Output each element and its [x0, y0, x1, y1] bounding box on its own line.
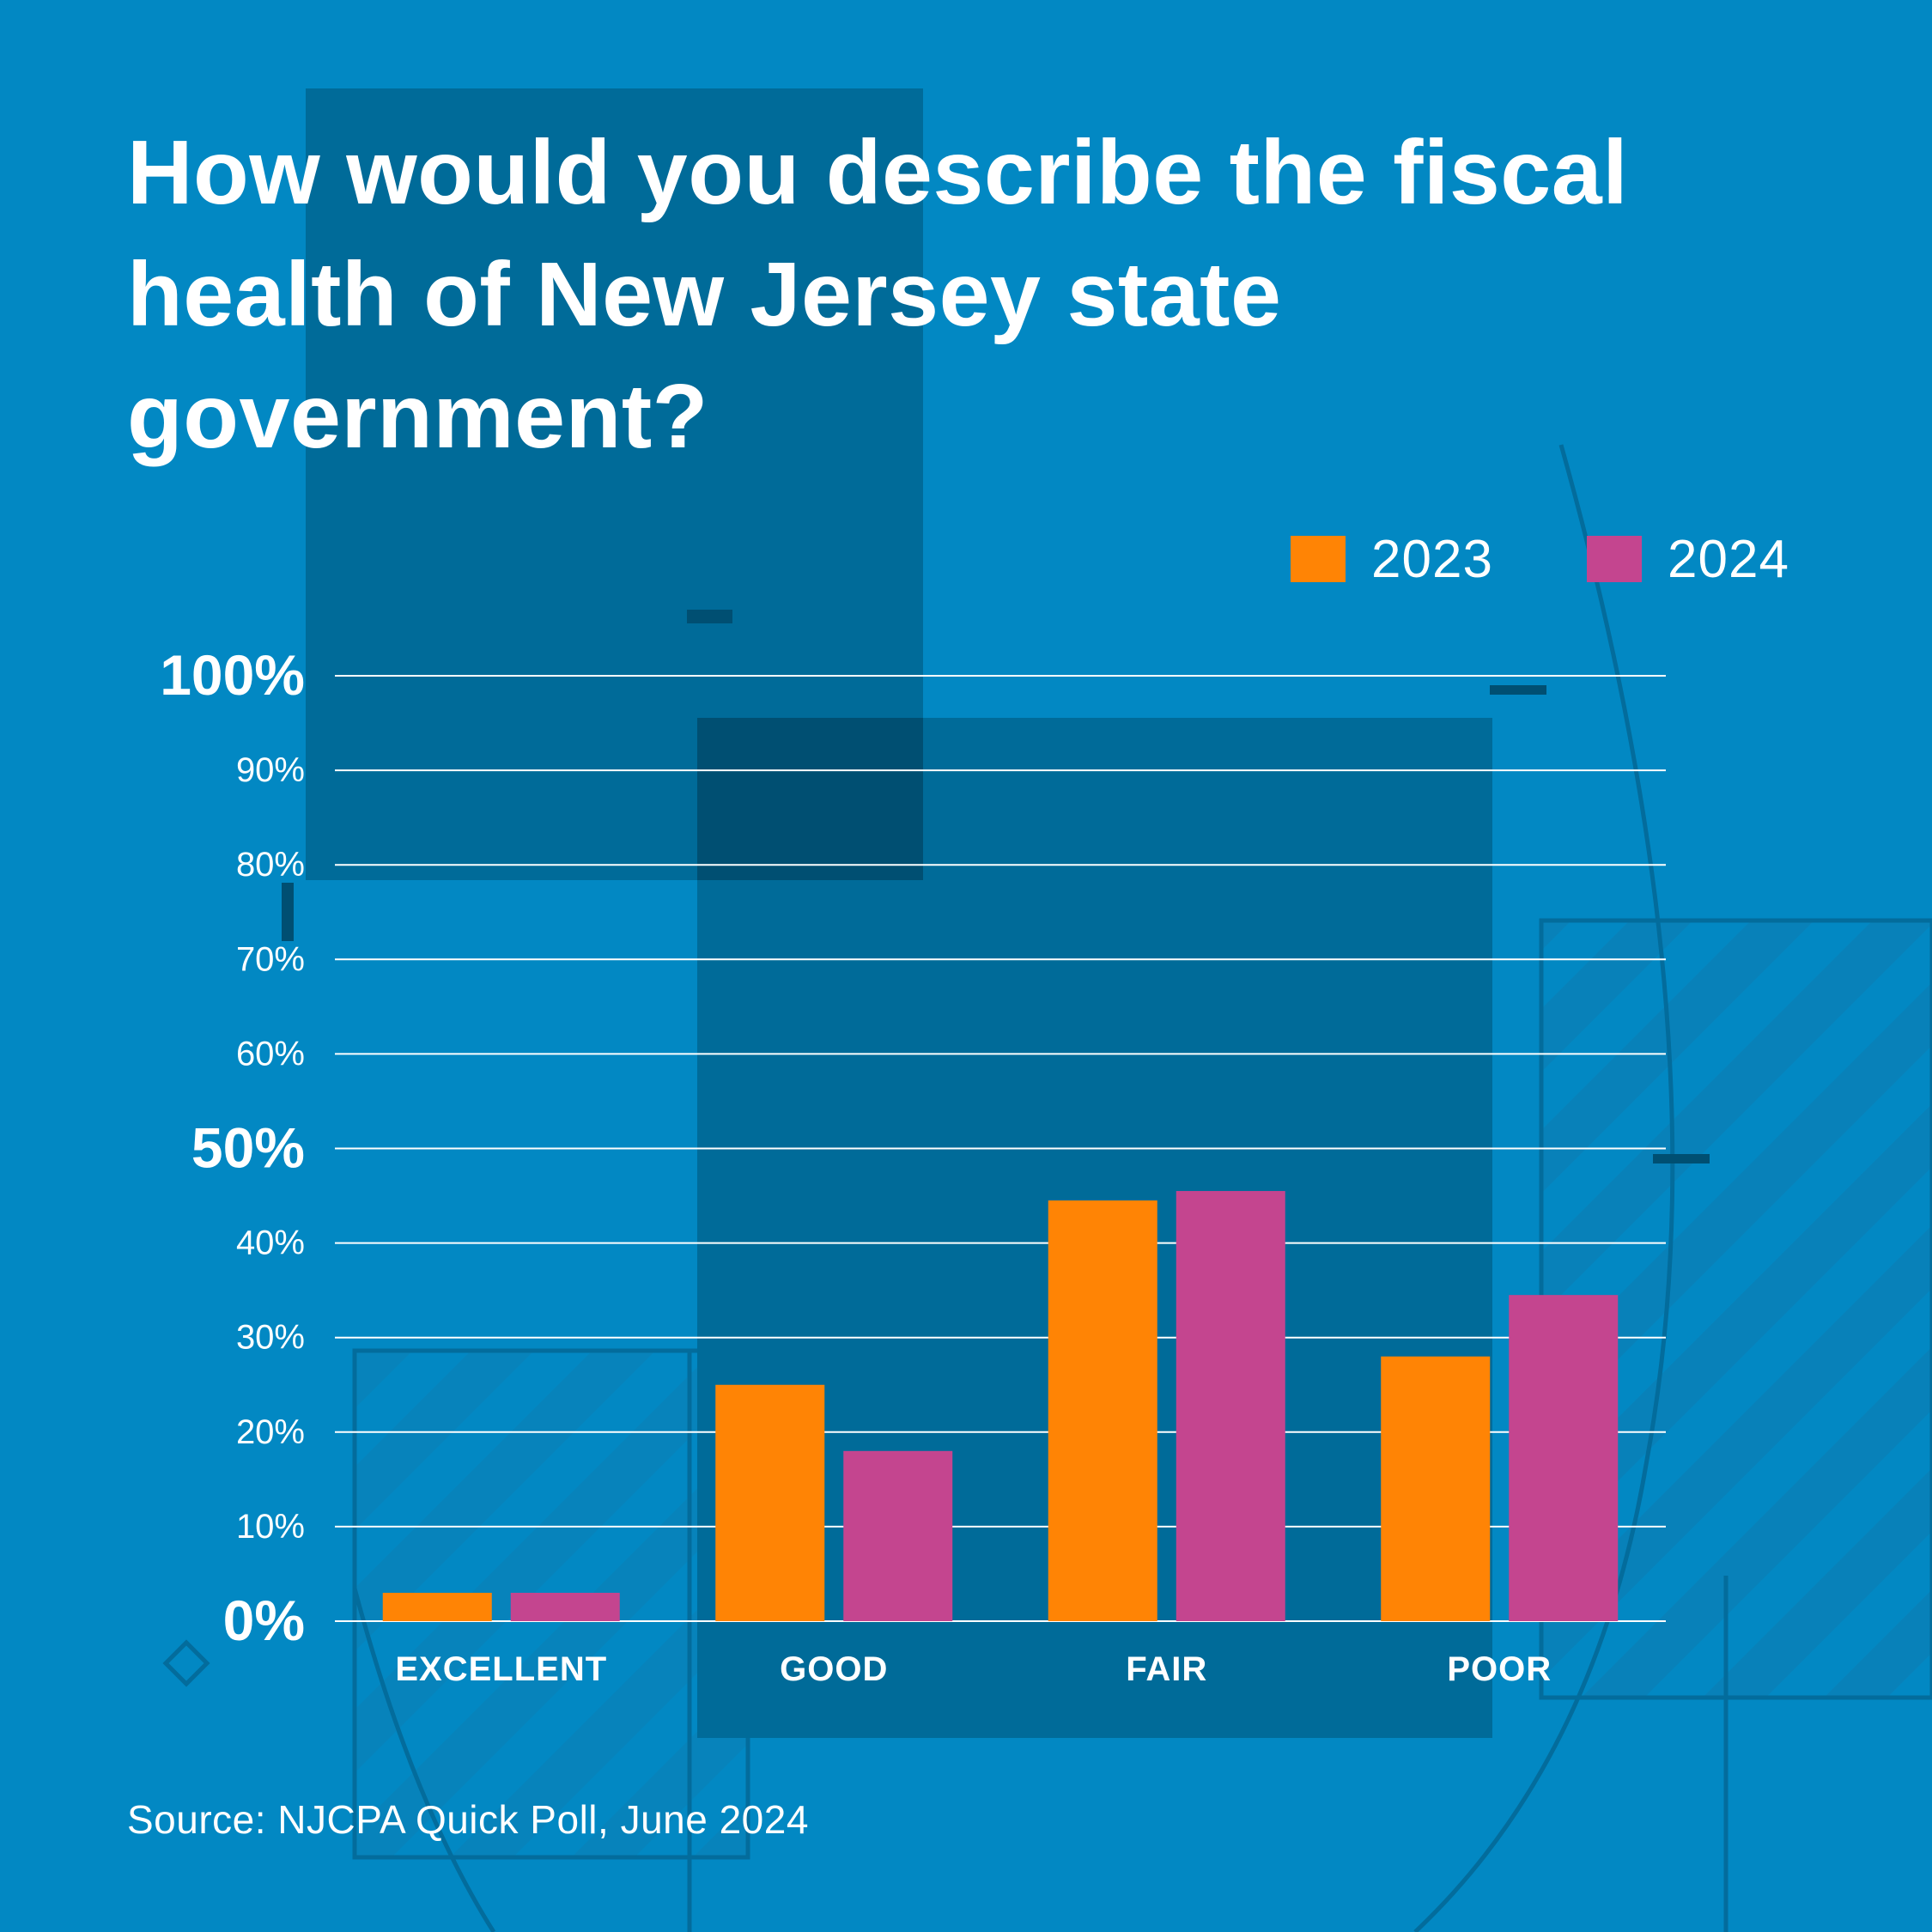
bar-2024-poor — [1509, 1295, 1619, 1621]
legend-item-2023: 2023 — [1291, 529, 1493, 589]
x-tick-label: POOR — [1447, 1650, 1552, 1688]
bar-2023-poor — [1381, 1356, 1491, 1621]
chart-title: How would you describe the fiscal health… — [127, 122, 1629, 467]
y-tick-label: 50% — [191, 1116, 305, 1180]
diamond-shape — [162, 1639, 210, 1687]
y-tick-label: 10% — [236, 1508, 305, 1546]
bar-2023-fair — [1048, 1200, 1157, 1621]
legend-label-2023: 2023 — [1371, 529, 1493, 589]
y-tick-label: 70% — [236, 940, 305, 978]
y-tick-label: 40% — [236, 1224, 305, 1262]
x-tick-label: FAIR — [1126, 1650, 1207, 1688]
y-tick-label: 30% — [236, 1319, 305, 1357]
source-note: Source: NJCPA Quick Poll, June 2024 — [127, 1797, 809, 1842]
bar-2023-excellent — [382, 1592, 492, 1621]
bar-2024-excellent — [510, 1592, 620, 1621]
bar-2024-good — [843, 1450, 953, 1621]
y-tick-label: 60% — [236, 1035, 305, 1072]
y-tick-label: 80% — [236, 846, 305, 884]
x-tick-label: GOOD — [780, 1650, 888, 1688]
bar-2024-fair — [1176, 1191, 1285, 1621]
legend-label-2024: 2024 — [1668, 529, 1789, 589]
y-tick-label: 0% — [223, 1589, 305, 1652]
y-tick-label: 100% — [160, 643, 305, 707]
x-tick-label: EXCELLENT — [395, 1650, 607, 1688]
bar-2023-good — [715, 1384, 825, 1621]
y-tick-label: 20% — [236, 1413, 305, 1451]
legend-swatch-2024 — [1587, 536, 1642, 582]
dark-panel-overlap — [697, 718, 923, 880]
legend-swatch-2023 — [1291, 536, 1346, 582]
legend-item-2024: 2024 — [1587, 529, 1789, 589]
y-tick-label: 90% — [236, 751, 305, 789]
